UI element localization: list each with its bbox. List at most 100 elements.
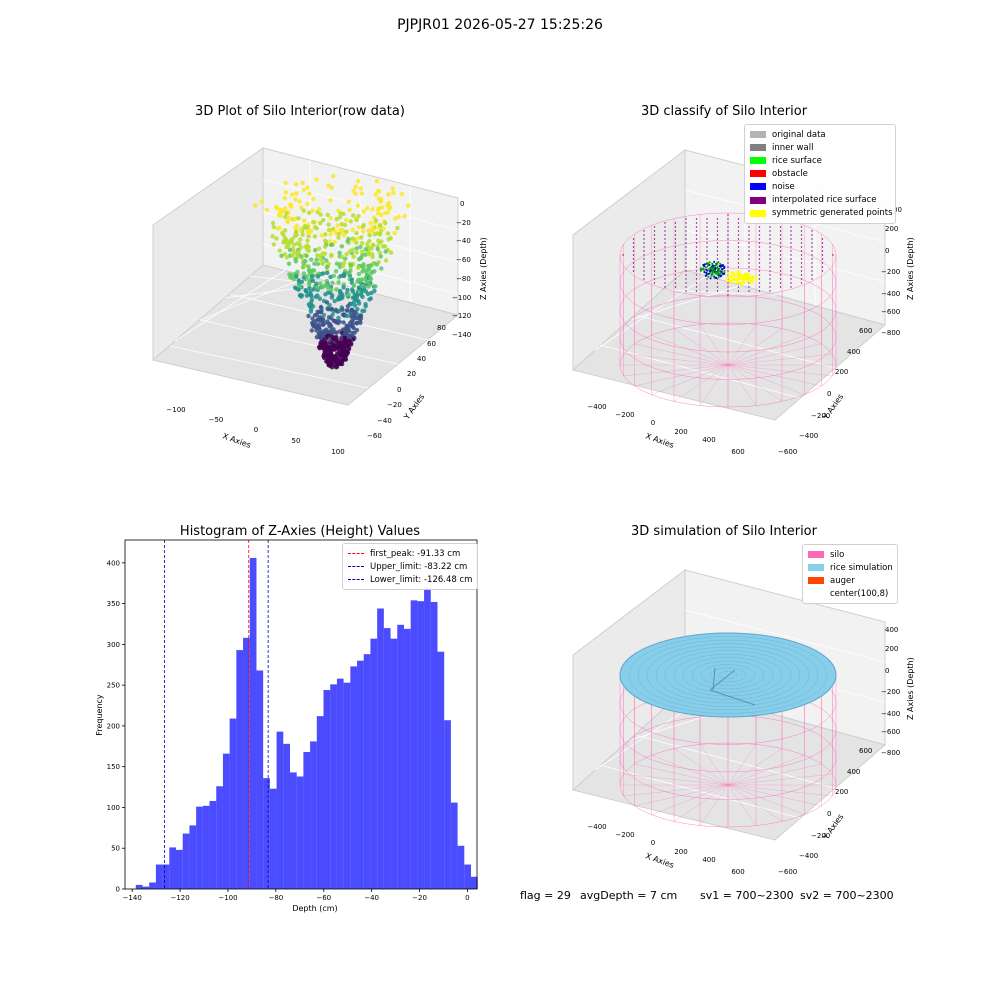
- grid-point: [674, 242, 677, 244]
- silo-spoke: [623, 353, 729, 366]
- silo-spoke: [651, 364, 729, 395]
- grid-point: [664, 254, 666, 256]
- histogram-bar: [397, 624, 404, 889]
- legend-swatch: [808, 551, 824, 559]
- cloud-point: [323, 292, 328, 297]
- grid-point: [737, 250, 740, 252]
- cloud-point: [359, 277, 365, 282]
- cloud-point: [306, 268, 312, 274]
- cloud-point: [313, 294, 318, 300]
- cloud-point: [320, 284, 325, 290]
- y-tick: 60: [427, 340, 436, 348]
- grid-point: [779, 246, 782, 248]
- cloud-point: [385, 202, 390, 208]
- z-tick: 400: [885, 626, 898, 634]
- cloud-point: [334, 287, 339, 292]
- z-tick: 0: [885, 667, 889, 675]
- cloud-point: [293, 256, 298, 262]
- grid-point: [737, 234, 740, 236]
- grid-point: [790, 230, 792, 232]
- cloud-point: [375, 246, 380, 252]
- histogram-bar: [222, 753, 230, 889]
- rice-surface-point: [706, 262, 709, 265]
- y-tick: 600: [859, 747, 872, 755]
- cloud-point: [290, 253, 295, 258]
- rice-surface-point: [719, 262, 722, 265]
- legend-item: original data: [750, 128, 890, 141]
- silo-spoke: [699, 784, 729, 826]
- cloud-point: [310, 322, 316, 327]
- grid-point: [706, 282, 708, 284]
- grid-point: [674, 262, 677, 264]
- grid-point: [737, 238, 740, 240]
- grid-point: [685, 274, 687, 276]
- silo-spoke: [673, 328, 729, 366]
- legend-item: first_peak: -91.33 cm: [348, 547, 472, 560]
- grid-point: [769, 266, 771, 268]
- cloud-point: [271, 242, 276, 247]
- cloud-point: [349, 307, 354, 312]
- cloud-point: [283, 190, 288, 195]
- cloud-point: [314, 257, 319, 262]
- x-tick: −200: [615, 411, 634, 419]
- cloud-point: [308, 302, 314, 308]
- grid-point: [748, 262, 750, 264]
- grid-point: [748, 250, 750, 252]
- z-tick: 200: [885, 645, 898, 653]
- grid-point: [758, 290, 761, 292]
- histogram-bar: [444, 720, 451, 889]
- silo-spoke: [727, 755, 805, 786]
- histogram-bar: [155, 864, 163, 889]
- grid-point: [800, 226, 803, 228]
- cloud-point: [315, 285, 320, 290]
- grid-point: [716, 230, 719, 232]
- cloud-point: [353, 310, 358, 315]
- rice-surface-point: [717, 272, 720, 275]
- cloud-point: [335, 223, 340, 228]
- cloud-point: [356, 257, 362, 262]
- grid-point: [811, 230, 813, 232]
- sv1-text: sv1 = 700~2300: [700, 889, 794, 902]
- grid-point: [716, 226, 719, 228]
- cloud-point: [385, 231, 391, 236]
- cloud-point: [328, 215, 333, 221]
- grid-point: [674, 266, 677, 268]
- legend-item: auger: [808, 574, 892, 587]
- rice-surface-point: [709, 277, 712, 280]
- cloud-point: [377, 250, 383, 256]
- cloud-point: [321, 218, 326, 223]
- cloud-point: [293, 197, 298, 202]
- rice-surface-point: [703, 271, 706, 273]
- symmetric-point: [741, 276, 745, 279]
- cloud-point: [323, 345, 329, 351]
- cloud-point: [309, 257, 314, 262]
- grid-point: [790, 238, 792, 240]
- grid-point: [716, 290, 719, 292]
- cloud-point: [302, 223, 308, 229]
- y-tick-label: 350: [107, 600, 120, 608]
- cloud-point: [315, 253, 320, 258]
- grid-point: [748, 270, 750, 272]
- grid-point: [685, 282, 687, 284]
- grid-point: [748, 254, 750, 256]
- rice-surface-point: [723, 273, 726, 275]
- grid-point: [653, 242, 656, 244]
- histogram-bar: [424, 588, 431, 889]
- grid-point: [779, 270, 782, 272]
- silo-spoke: [727, 784, 757, 826]
- z-tick: −120: [452, 312, 471, 320]
- cloud-point: [354, 246, 359, 251]
- histogram-bar: [296, 776, 304, 889]
- cloud-point: [406, 203, 411, 208]
- grid-point: [790, 278, 792, 280]
- x-tick: −200: [615, 831, 634, 839]
- grid-point: [821, 238, 824, 240]
- grid-point: [758, 226, 761, 228]
- x-tick: −400: [587, 823, 606, 831]
- grid-point: [727, 254, 729, 256]
- histogram-bar: [437, 651, 445, 889]
- legend-swatch: [808, 564, 824, 572]
- cloud-point: [382, 244, 388, 249]
- grid-point: [727, 262, 729, 264]
- legend-line-blue: [348, 579, 364, 581]
